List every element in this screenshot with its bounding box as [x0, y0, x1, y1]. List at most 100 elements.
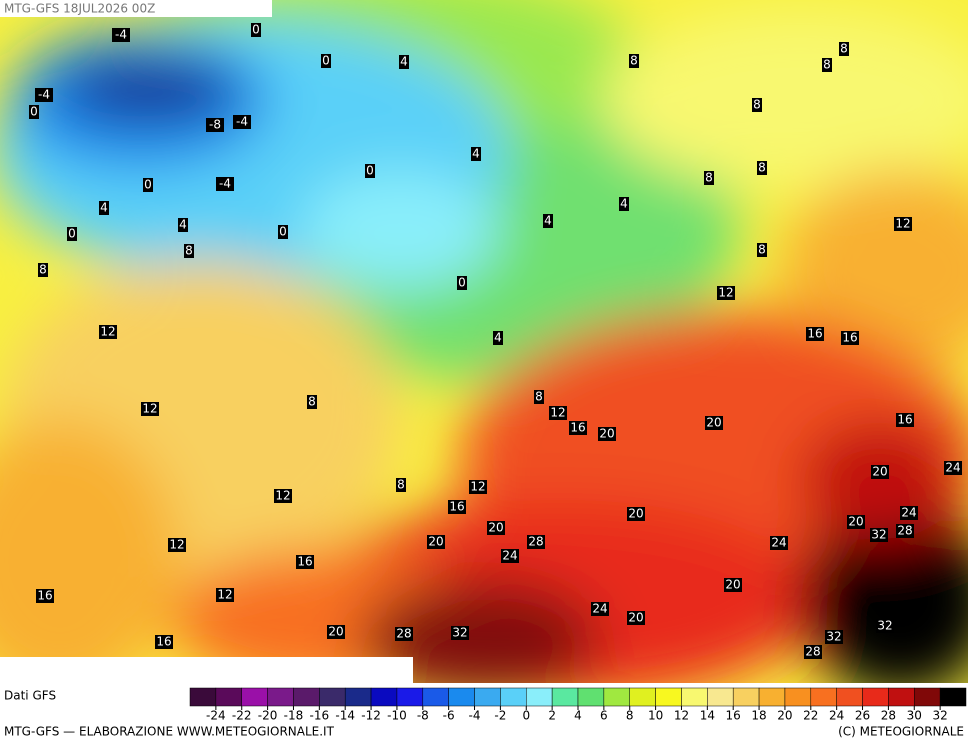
- colorbar-tick-label: 16: [726, 709, 741, 723]
- contour-label: 20: [488, 521, 503, 535]
- contour-label-box: [757, 243, 767, 257]
- contour-label-box: [469, 480, 487, 494]
- contour-label-box: [619, 197, 629, 211]
- contour-label: 12: [100, 325, 115, 339]
- contour-label-box: [896, 413, 914, 427]
- map-title: MTG-GFS 18JUL2026 00Z: [4, 2, 155, 16]
- contour-label-box: [216, 177, 234, 191]
- contour-label: 12: [142, 402, 157, 416]
- contour-label: 12: [718, 286, 733, 300]
- contour-label-box: [822, 58, 832, 72]
- contour-label: 8: [758, 161, 766, 175]
- footer-left: MTG-GFS — ELABORAZIONE WWW.METEOGIORNALE…: [4, 725, 335, 739]
- contour-label: 16: [156, 635, 171, 649]
- colorbar-box: [474, 687, 501, 707]
- colorbar-tick-label: 22: [803, 709, 818, 723]
- contour-label-box: [724, 578, 742, 592]
- colorbar-box: [396, 687, 424, 707]
- colorbar-tick-label: 30: [907, 709, 922, 723]
- colorbar-box: [681, 687, 708, 707]
- contour-label-box: [717, 286, 735, 300]
- contour-label: 20: [328, 625, 343, 639]
- contour-label: 8: [630, 54, 638, 68]
- contour-label-box: [99, 201, 109, 215]
- contour-label-box: [278, 225, 288, 239]
- contour-label: 8: [397, 478, 405, 492]
- colorbar-tick-label: -6: [443, 709, 455, 723]
- colorbar-tick-label: -20: [258, 709, 278, 723]
- contour-label-box: [36, 589, 54, 603]
- source-label: Dati GFS: [4, 689, 56, 703]
- colorbar-tick-label: -12: [361, 709, 381, 723]
- contour-label: 28: [528, 535, 543, 549]
- colorbar-box: [448, 687, 475, 707]
- colorbar-box: [939, 687, 967, 707]
- colorbar-box: [215, 687, 242, 707]
- contour-label-box: [527, 535, 545, 549]
- contour-label-box: [825, 630, 843, 644]
- contour-label: 0: [366, 164, 374, 178]
- colorbar-box: [758, 687, 786, 707]
- contour-label-box: [141, 402, 159, 416]
- contour-label-box: [543, 214, 553, 228]
- contour-label-box: [876, 619, 894, 633]
- contour-label-box: [184, 244, 194, 258]
- contour-label: 0: [68, 227, 76, 241]
- contour-label: 20: [848, 515, 863, 529]
- contour-label-box: [99, 325, 117, 339]
- contour-label: 0: [30, 105, 38, 119]
- contour-label-box: [448, 500, 466, 514]
- colorbar-box: [293, 687, 320, 707]
- colorbar-box: [603, 687, 630, 707]
- contour-label-box: [598, 427, 616, 441]
- contour-label: 0: [458, 276, 466, 290]
- contour-label: 16: [897, 413, 912, 427]
- colorbar-box: [422, 687, 449, 707]
- contour-label-box: [627, 611, 645, 625]
- contour-label-box: [549, 406, 567, 420]
- contour-label: -4: [219, 177, 231, 191]
- colorbar-box: [526, 687, 553, 707]
- colorbar-tick-label: -18: [284, 709, 304, 723]
- colorbar-tick-label: 12: [674, 709, 689, 723]
- contour-label-box: [321, 54, 331, 68]
- colorbar-box: [784, 687, 812, 707]
- contour-label: 32: [826, 630, 841, 644]
- contour-label: 4: [400, 55, 408, 69]
- colorbar-tick-label: -24: [206, 709, 226, 723]
- colorbar-box: [655, 687, 682, 707]
- contour-label-box: [900, 506, 918, 520]
- contour-label: -8: [209, 118, 221, 132]
- contour-label: 24: [945, 461, 960, 475]
- contour-label-box: [29, 105, 39, 119]
- contour-label: 24: [901, 506, 916, 520]
- contour-label-box: [155, 635, 173, 649]
- contour-label-box: [841, 331, 859, 345]
- contour-label-box: [534, 390, 544, 404]
- contour-label-box: [365, 164, 375, 178]
- contour-label: 8: [535, 390, 543, 404]
- contour-label: 8: [705, 171, 713, 185]
- colorbar-box: [862, 687, 889, 707]
- contour-label: 28: [396, 627, 411, 641]
- contour-label: 4: [544, 214, 552, 228]
- contour-label: 0: [252, 23, 260, 37]
- contour-label-box: [168, 538, 186, 552]
- contour-label: 28: [897, 524, 912, 538]
- contour-label: 16: [297, 555, 312, 569]
- contour-label: 28: [805, 645, 820, 659]
- contour-label: 8: [753, 98, 761, 112]
- contour-label: 12: [169, 538, 184, 552]
- contour-label-box: [457, 276, 467, 290]
- contour-label: -4: [115, 28, 127, 42]
- contour-label: 4: [472, 147, 480, 161]
- contour-label: 12: [470, 480, 485, 494]
- colorbar-tick-label: -14: [335, 709, 355, 723]
- contour-label: 8: [840, 42, 848, 56]
- colorbar-tick-label: 32: [932, 709, 947, 723]
- colorbar-box: [500, 687, 527, 707]
- contour-label: 32: [877, 619, 892, 633]
- colorbar-tick-label: 26: [855, 709, 870, 723]
- contour-label: 12: [550, 406, 565, 420]
